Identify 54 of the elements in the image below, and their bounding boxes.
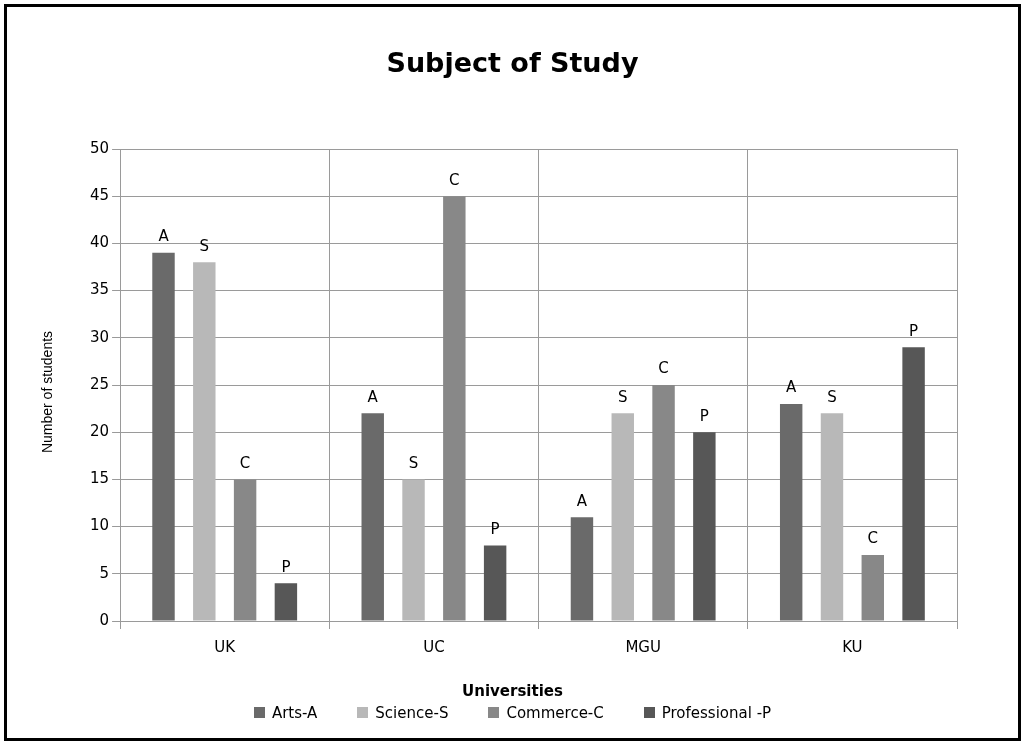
bar xyxy=(820,413,844,621)
chart-title: Subject of Study xyxy=(385,47,640,78)
data-label: P xyxy=(281,557,291,576)
data-label: A xyxy=(367,387,379,406)
y-tick-label: 15 xyxy=(89,469,110,488)
x-axis-title: Universities xyxy=(461,682,564,700)
bar xyxy=(652,385,675,621)
x-tick-label: UK xyxy=(214,637,237,656)
y-tick-label: 30 xyxy=(89,327,110,346)
bar xyxy=(570,517,594,621)
data-label: S xyxy=(827,387,837,406)
y-axis-title: Number of students xyxy=(39,330,55,454)
y-tick-label: 40 xyxy=(89,233,110,252)
legend-label: Science-S xyxy=(374,704,449,722)
bar xyxy=(402,479,425,621)
data-label: C xyxy=(867,529,879,548)
data-label: S xyxy=(408,453,419,472)
x-tick-label: UC xyxy=(423,637,445,656)
y-tick-label: 5 xyxy=(99,563,110,582)
bar xyxy=(483,545,507,621)
bar xyxy=(152,252,175,621)
data-label: S xyxy=(199,236,210,255)
bar xyxy=(693,432,716,621)
y-tick-label: 20 xyxy=(89,422,110,441)
y-tick-label: 25 xyxy=(89,374,110,393)
bar xyxy=(902,347,925,621)
legend-label: Arts-A xyxy=(270,704,318,722)
data-label: C xyxy=(449,170,460,189)
bar xyxy=(861,554,885,621)
bar xyxy=(233,479,257,621)
y-tick-label: 50 xyxy=(89,138,110,157)
data-label: P xyxy=(699,406,709,425)
bar xyxy=(274,583,298,621)
bar xyxy=(193,262,216,621)
data-label: P xyxy=(490,519,500,538)
data-label: C xyxy=(658,359,669,378)
legend-label: Commerce-C xyxy=(505,704,604,722)
data-label: A xyxy=(158,227,170,246)
bar xyxy=(443,196,466,621)
bar xyxy=(779,403,803,621)
legend-label: Professional -P xyxy=(660,704,772,722)
y-tick-label: 45 xyxy=(89,186,110,205)
y-tick-label: 35 xyxy=(89,280,110,299)
x-tick-label: KU xyxy=(842,637,863,656)
data-label: C xyxy=(239,453,251,472)
bar xyxy=(361,413,384,621)
y-tick-label: 10 xyxy=(89,516,110,535)
data-label: A xyxy=(576,491,588,510)
x-tick-label: MGU xyxy=(625,637,661,656)
data-label: P xyxy=(909,321,919,340)
y-tick-label: 0 xyxy=(99,610,110,629)
data-label: A xyxy=(786,378,798,397)
data-label: S xyxy=(617,387,628,406)
bar xyxy=(611,413,634,621)
